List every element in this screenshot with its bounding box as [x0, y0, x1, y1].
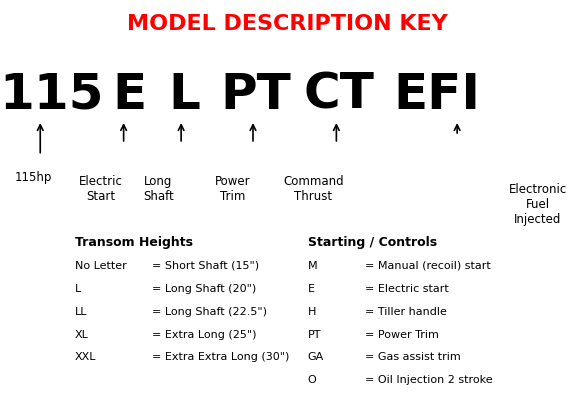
Text: Electronic
Fuel
Injected: Electronic Fuel Injected: [508, 183, 567, 226]
Text: 115hp: 115hp: [14, 171, 52, 184]
Text: CT: CT: [304, 71, 375, 119]
Text: 115: 115: [0, 71, 104, 119]
Text: PT: PT: [220, 71, 292, 119]
Text: Electric
Start: Electric Start: [79, 175, 122, 203]
Text: XL: XL: [75, 329, 89, 340]
Text: = Extra Long (25"): = Extra Long (25"): [152, 329, 257, 340]
Text: Long
Shaft: Long Shaft: [143, 175, 174, 203]
Text: PT: PT: [308, 329, 321, 340]
Text: M: M: [308, 261, 317, 271]
Text: EFI: EFI: [393, 71, 481, 119]
Text: = Short Shaft (15"): = Short Shaft (15"): [152, 261, 259, 271]
Text: E: E: [308, 284, 315, 294]
Text: = Oil Injection 2 stroke: = Oil Injection 2 stroke: [365, 375, 493, 385]
Text: = Tiller handle: = Tiller handle: [365, 307, 447, 317]
Text: LL: LL: [75, 307, 87, 317]
Text: GA: GA: [308, 352, 324, 362]
Text: MODEL DESCRIPTION KEY: MODEL DESCRIPTION KEY: [127, 14, 448, 33]
Text: = Extra Extra Long (30"): = Extra Extra Long (30"): [152, 352, 290, 362]
Text: = Manual (recoil) start: = Manual (recoil) start: [365, 261, 491, 271]
Text: H: H: [308, 307, 316, 317]
Text: Command
Thrust: Command Thrust: [283, 175, 344, 203]
Text: Transom Heights: Transom Heights: [75, 236, 193, 249]
Text: = Electric start: = Electric start: [365, 284, 449, 294]
Text: = Long Shaft (20"): = Long Shaft (20"): [152, 284, 256, 294]
Text: = Long Shaft (22.5"): = Long Shaft (22.5"): [152, 307, 267, 317]
Text: L: L: [168, 71, 200, 119]
Text: O: O: [308, 375, 316, 385]
Text: No Letter: No Letter: [75, 261, 126, 271]
Text: = Power Trim: = Power Trim: [365, 329, 439, 340]
Text: Power
Trim: Power Trim: [215, 175, 251, 203]
Text: Starting / Controls: Starting / Controls: [308, 236, 437, 249]
Text: L: L: [75, 284, 81, 294]
Text: E: E: [112, 71, 147, 119]
Text: = Gas assist trim: = Gas assist trim: [365, 352, 461, 362]
Text: XXL: XXL: [75, 352, 96, 362]
